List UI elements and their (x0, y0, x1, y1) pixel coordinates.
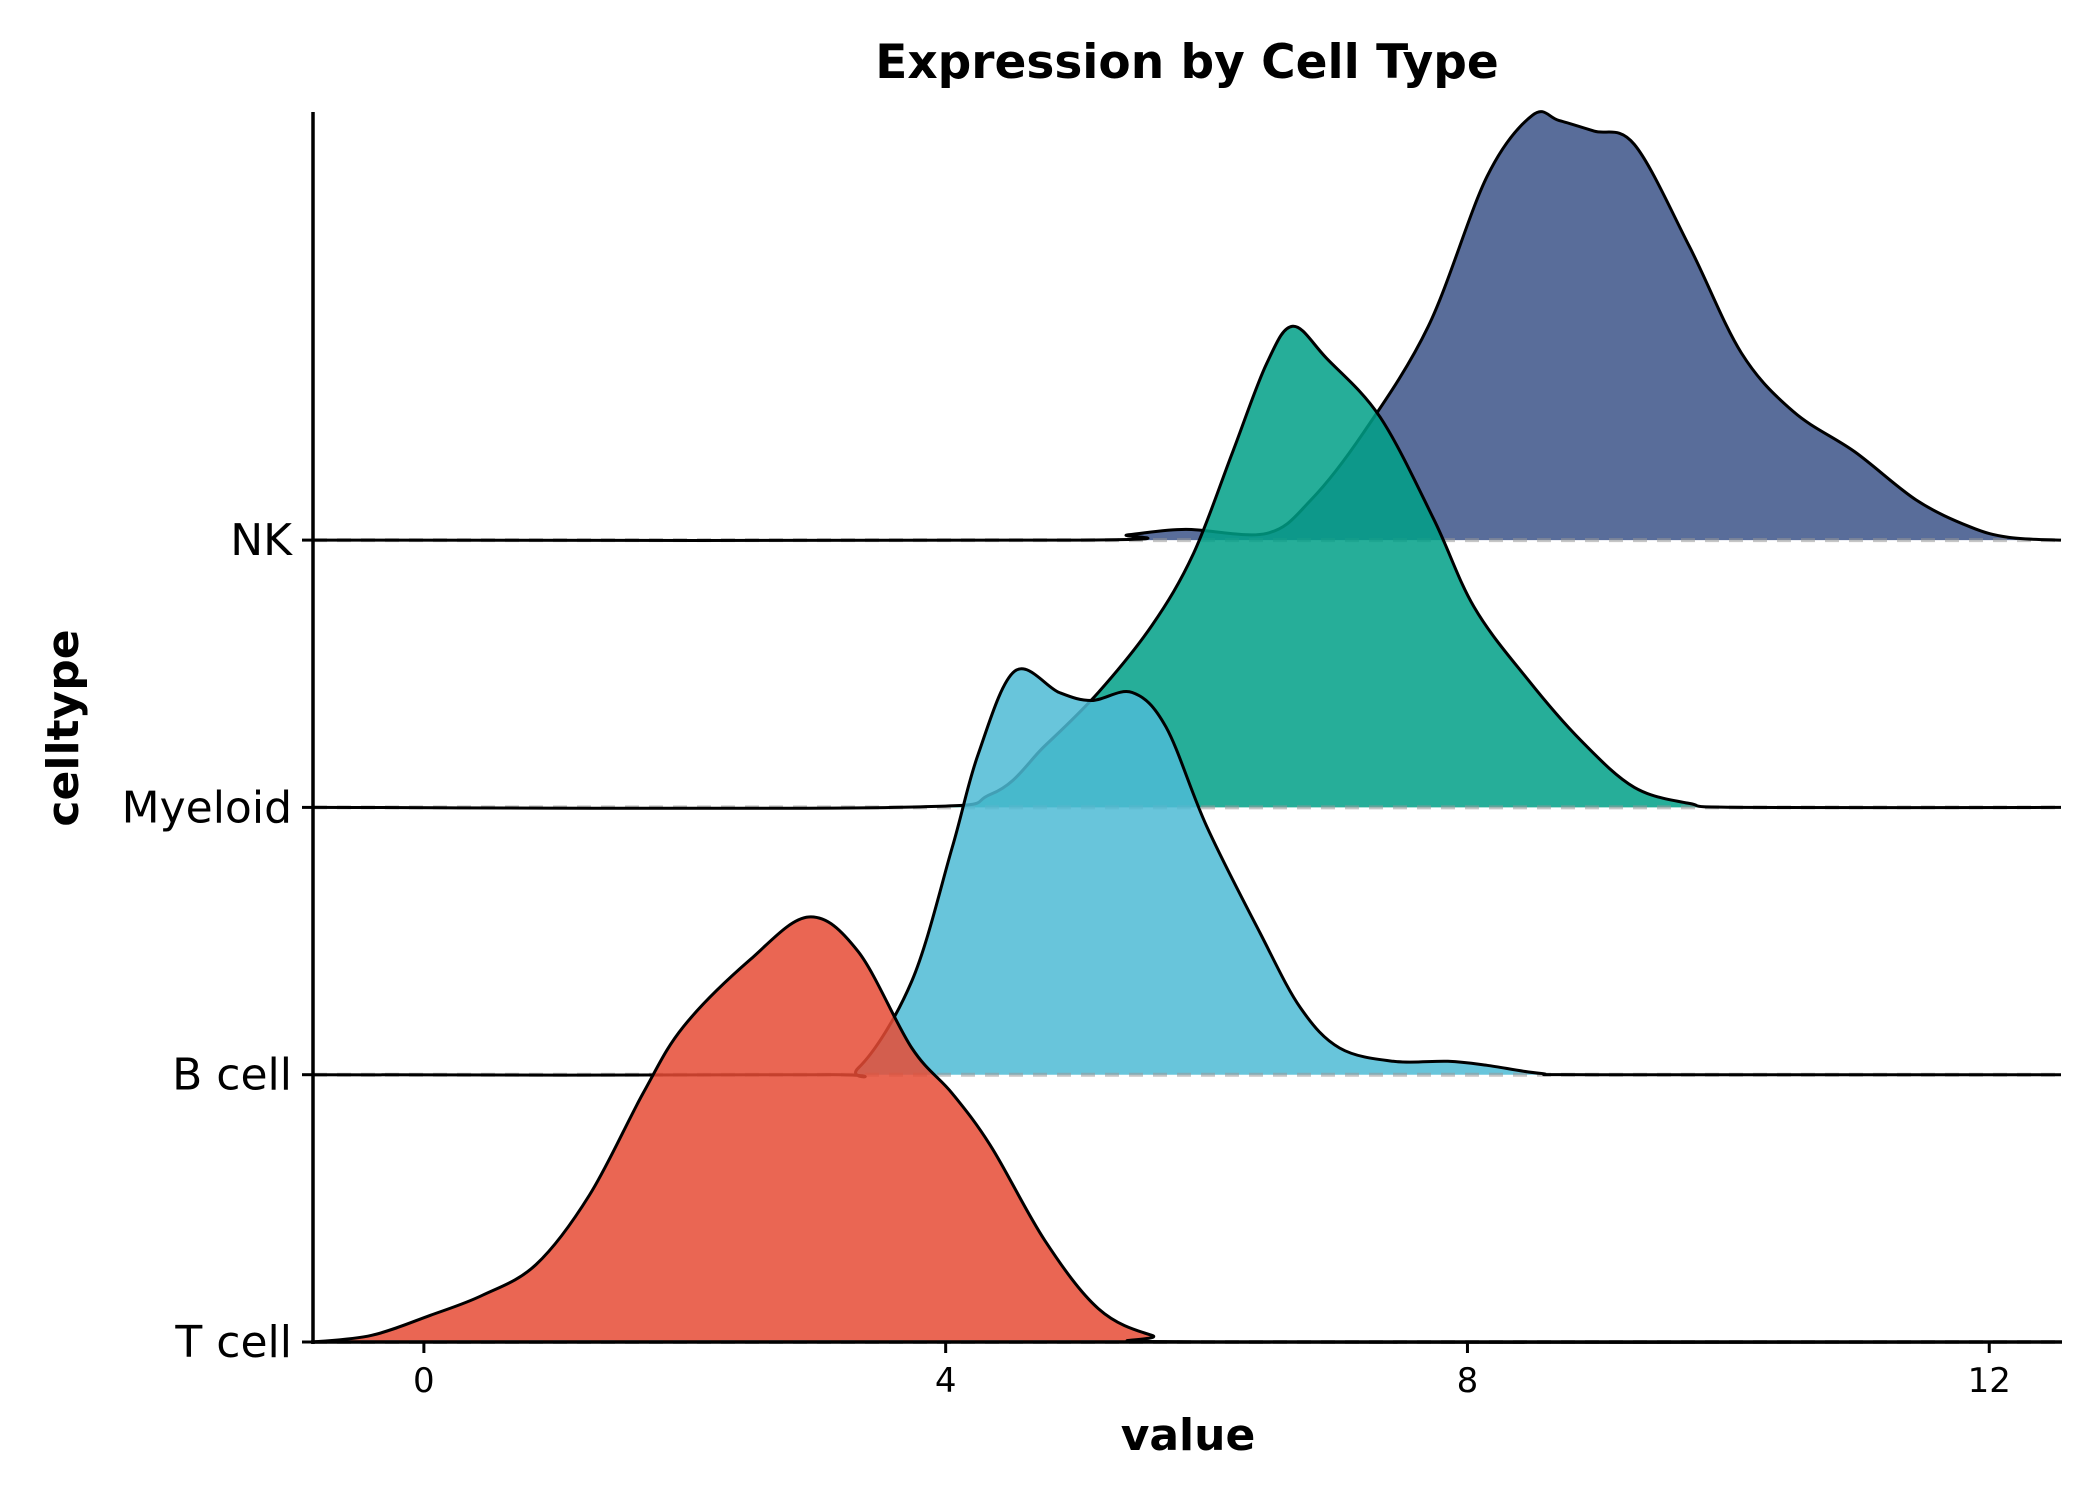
x-tick-label: 0 (413, 1361, 435, 1401)
y-tick-label: NK (230, 515, 293, 566)
chart-title: Expression by Cell Type (875, 35, 1499, 90)
ridge-fill-b-cell (313, 668, 2061, 1077)
y-ticks-group: T cell B cell Myeloid NK (122, 515, 313, 1368)
ridge-outline-nk (312, 110, 2062, 542)
y-tick-label: T cell (174, 1317, 292, 1368)
ridge-nk (312, 110, 2062, 543)
y-tick-label: Myeloid (122, 782, 292, 833)
x-tick-label: 12 (1968, 1361, 2011, 1401)
x-axis-label: value (1121, 1410, 1256, 1461)
x-tick-label: 8 (1457, 1361, 1479, 1401)
ridges-group (312, 110, 2062, 1344)
x-ticks-group: 0 4 8 12 (413, 1342, 2011, 1401)
y-tick-label: B cell (172, 1050, 292, 1101)
ridge-myeloid (312, 324, 2062, 810)
x-tick-label: 4 (935, 1361, 957, 1401)
ridge-fill-nk (313, 111, 2061, 541)
ridge-fill-t-cell (313, 916, 2061, 1343)
y-axis-label: celltype (38, 629, 89, 826)
